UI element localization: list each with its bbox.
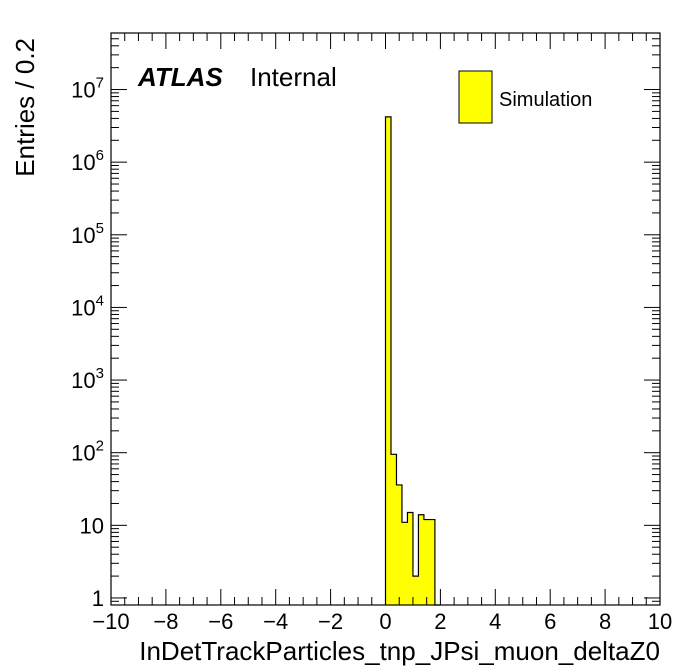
x-tick-label: −4 — [263, 609, 288, 634]
y-tick-label: 102 — [71, 438, 104, 466]
x-tick-label: 10 — [648, 609, 672, 634]
legend-swatch — [458, 70, 493, 124]
x-axis-title: InDetTrackParticles_tnp_JPsi_muon_deltaZ… — [139, 636, 660, 666]
histogram-bar — [385, 116, 391, 605]
y-axis-ticks — [111, 32, 660, 606]
histogram-bar — [418, 514, 424, 605]
x-tick-label: −10 — [92, 609, 129, 634]
legend-entry-simulation: Simulation — [499, 89, 592, 111]
legend: Simulation — [458, 70, 592, 124]
x-tick-label: −2 — [318, 609, 343, 634]
y-tick-label: 10 — [80, 513, 104, 538]
y-tick-label: 107 — [71, 75, 104, 103]
x-tick-label: 0 — [379, 609, 391, 634]
histogram-bar — [396, 484, 402, 605]
x-tick-label: 2 — [434, 609, 446, 634]
x-tick-label: −6 — [208, 609, 233, 634]
x-tick-label: −8 — [153, 609, 178, 634]
histogram-bars — [384, 116, 441, 606]
internal-label: Internal — [250, 62, 337, 92]
x-tick-label: 4 — [489, 609, 501, 634]
histogram-outline — [384, 116, 441, 606]
x-tick-label: 6 — [544, 609, 556, 634]
histogram-bar — [412, 576, 419, 605]
y-tick-label: 106 — [71, 147, 104, 175]
atlas-label: ATLAS — [137, 62, 223, 92]
y-axis-tick-labels: 1 10 102 103 104 105 106 107 — [71, 75, 104, 611]
histogram-bar — [429, 519, 435, 605]
y-tick-label: 104 — [71, 292, 104, 320]
y-tick-label: 103 — [71, 365, 104, 393]
histogram-bar — [407, 512, 413, 605]
histogram-bar — [390, 454, 397, 605]
x-tick-label: 8 — [599, 609, 611, 634]
y-tick-label: 1 — [92, 586, 104, 611]
y-tick-label: 105 — [71, 220, 104, 248]
x-axis-tick-labels: −10 −8 −6 −4 −2 0 2 4 6 8 10 — [92, 609, 672, 634]
histogram-bar — [401, 522, 408, 605]
y-axis-title: Entries / 0.2 — [10, 38, 40, 177]
histogram-bar — [423, 519, 430, 605]
